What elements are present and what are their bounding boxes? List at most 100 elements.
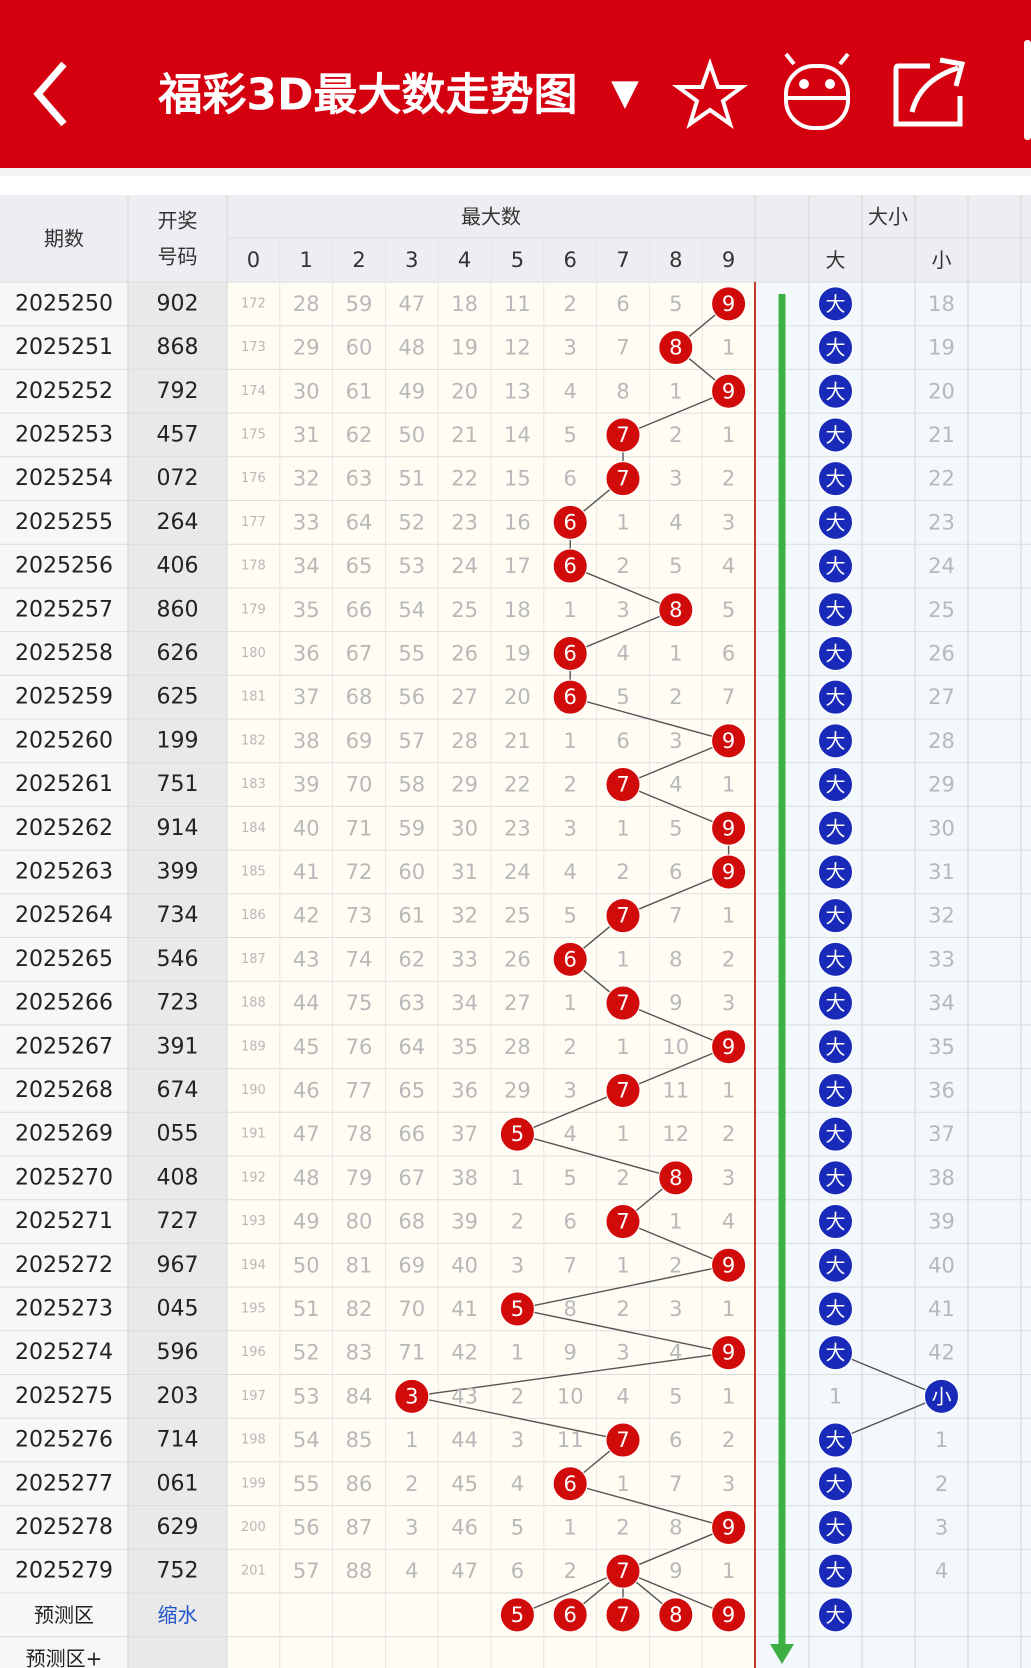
omission: 79 bbox=[346, 1166, 373, 1190]
omission: 83 bbox=[346, 1341, 373, 1365]
big-hit-ball bbox=[818, 1029, 853, 1065]
omission: 25 bbox=[504, 904, 531, 928]
omission: 1 bbox=[722, 773, 735, 797]
omission: 3 bbox=[564, 816, 577, 840]
omission: 1 bbox=[669, 641, 682, 665]
omission: 195 bbox=[241, 1301, 266, 1316]
trend-line bbox=[411, 1351, 729, 1398]
draw-number: 674 bbox=[157, 1078, 199, 1103]
omission: 31 bbox=[451, 860, 478, 884]
omission: 1 bbox=[669, 379, 682, 403]
omission: 10 bbox=[557, 1384, 584, 1408]
big-hit-ball bbox=[818, 330, 853, 366]
omission: 5 bbox=[564, 1166, 577, 1190]
big-hit: 大 bbox=[826, 1253, 846, 1277]
head-big: 大 bbox=[826, 248, 846, 272]
share-button[interactable] bbox=[893, 57, 966, 127]
big-hit-ball bbox=[818, 767, 853, 803]
prediction-digit: 6 bbox=[564, 1603, 577, 1627]
hit-digit-ball bbox=[552, 504, 588, 540]
trend-line bbox=[622, 1046, 729, 1092]
omission: 72 bbox=[346, 860, 373, 884]
omission: 7 bbox=[669, 904, 682, 928]
green-arrow-head bbox=[770, 1644, 794, 1664]
omission: 198 bbox=[241, 1433, 266, 1448]
omission: 1 bbox=[722, 1078, 735, 1102]
hit-digit: 9 bbox=[722, 292, 735, 316]
omission: 59 bbox=[346, 292, 373, 316]
omission: 71 bbox=[398, 1341, 425, 1365]
omission: 5 bbox=[722, 598, 735, 622]
omission: 47 bbox=[398, 292, 425, 316]
head-digit: 0 bbox=[247, 248, 260, 272]
omission: 2 bbox=[616, 1166, 629, 1190]
small-omission: 41 bbox=[928, 1297, 955, 1321]
hit-digit: 6 bbox=[564, 641, 577, 665]
prediction-digit-ball bbox=[658, 1597, 694, 1633]
big-hit: 大 bbox=[826, 1297, 846, 1321]
app-bar: 福彩3D最大数走势图 ▼ bbox=[0, 0, 1031, 176]
big-hit: 大 bbox=[826, 1428, 846, 1452]
trend-line bbox=[622, 1526, 729, 1572]
omission: 51 bbox=[293, 1297, 320, 1321]
big-hit: 大 bbox=[826, 1472, 846, 1496]
omission: 57 bbox=[293, 1559, 320, 1583]
omission: 6 bbox=[616, 292, 629, 316]
trend-line bbox=[517, 1133, 676, 1179]
omission: 27 bbox=[451, 685, 478, 709]
omission: 50 bbox=[398, 423, 425, 447]
small-omission: 36 bbox=[928, 1078, 955, 1102]
hit-digit-ball bbox=[605, 1422, 641, 1458]
issue: 2025258 bbox=[15, 641, 113, 666]
omission: 26 bbox=[504, 947, 531, 971]
hit-digit-ball bbox=[605, 417, 641, 453]
hit-digit-ball bbox=[711, 1335, 747, 1371]
hit-digit-ball bbox=[605, 985, 641, 1021]
draw-number: 727 bbox=[157, 1209, 199, 1234]
omission: 7 bbox=[669, 1472, 682, 1496]
favorite-button[interactable] bbox=[671, 57, 749, 129]
small-omission: 3 bbox=[935, 1515, 948, 1539]
omission: 17 bbox=[504, 554, 531, 578]
omission: 11 bbox=[504, 292, 531, 316]
draw-number: 061 bbox=[157, 1471, 199, 1496]
omission: 36 bbox=[451, 1078, 478, 1102]
omission: 1 bbox=[616, 1253, 629, 1277]
omission: 4 bbox=[616, 641, 629, 665]
omission: 2 bbox=[564, 1035, 577, 1059]
omission: 6 bbox=[564, 467, 577, 491]
big-hit: 大 bbox=[826, 1559, 846, 1583]
hit-digit: 6 bbox=[564, 947, 577, 971]
omission: 40 bbox=[293, 816, 320, 840]
big-hit: 大 bbox=[826, 685, 846, 709]
draw-number: 264 bbox=[157, 510, 199, 535]
omission: 1 bbox=[616, 1122, 629, 1146]
omission: 10 bbox=[662, 1035, 689, 1059]
omission: 1 bbox=[669, 1210, 682, 1234]
omission: 1 bbox=[564, 729, 577, 753]
omission: 3 bbox=[564, 1078, 577, 1102]
back-button[interactable] bbox=[33, 61, 67, 127]
omission: 15 bbox=[504, 467, 531, 491]
omission: 1 bbox=[616, 947, 629, 971]
hit-digit: 7 bbox=[616, 904, 629, 928]
robot-button[interactable] bbox=[784, 52, 850, 130]
edge-icon bbox=[1024, 40, 1031, 140]
omission: 7 bbox=[616, 336, 629, 360]
big-hit-ball bbox=[818, 1204, 853, 1240]
omission: 1 bbox=[616, 1035, 629, 1059]
omission: 7 bbox=[722, 685, 735, 709]
issue: 2025255 bbox=[15, 510, 113, 535]
omission: 74 bbox=[346, 947, 373, 971]
draw-number: 914 bbox=[157, 816, 199, 841]
hit-digit-ball bbox=[605, 1204, 641, 1240]
head-digit: 1 bbox=[300, 248, 313, 272]
big-hit: 大 bbox=[826, 510, 846, 534]
small-omission: 23 bbox=[928, 510, 955, 534]
issue: 2025279 bbox=[15, 1559, 113, 1584]
omission: 82 bbox=[346, 1297, 373, 1321]
dropdown[interactable]: ▼ bbox=[611, 73, 639, 114]
omission: 44 bbox=[451, 1428, 478, 1452]
omission: 180 bbox=[241, 646, 266, 661]
hit-digit-ball bbox=[552, 941, 588, 977]
